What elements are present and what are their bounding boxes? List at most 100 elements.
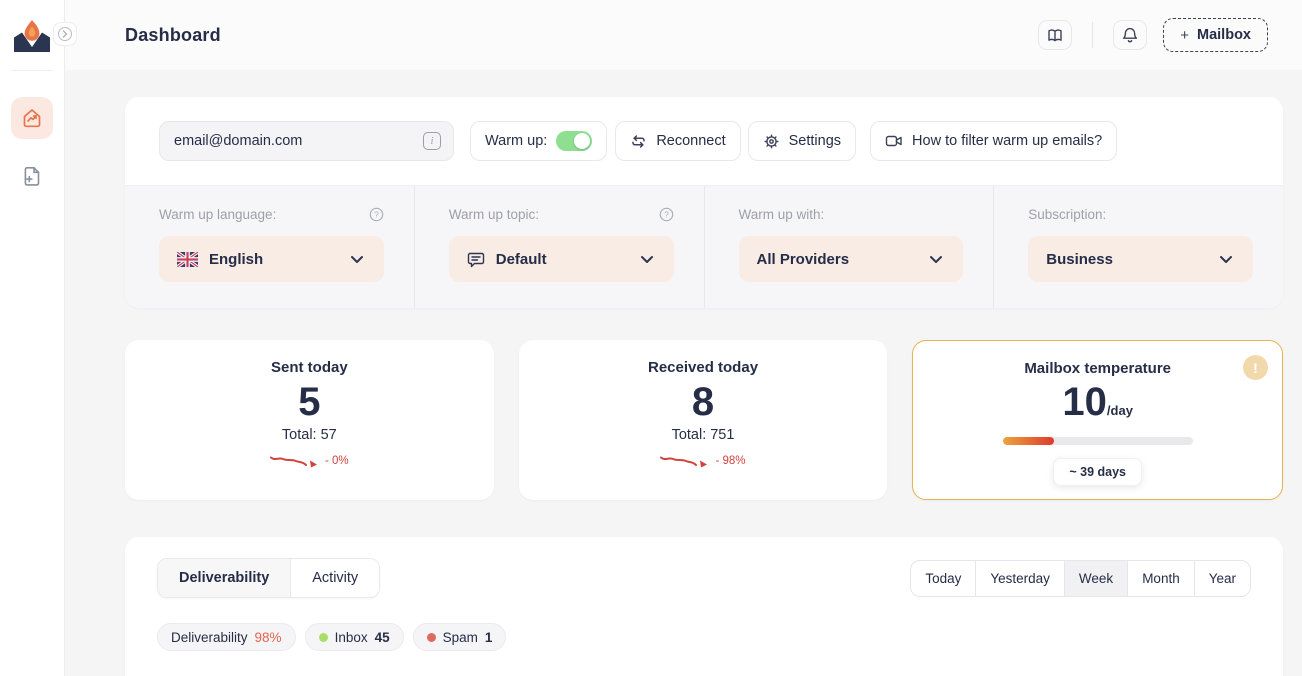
- range-week[interactable]: Week: [1063, 560, 1128, 596]
- temperature-progress-fill: [1002, 437, 1054, 445]
- warmup-topic-dropdown[interactable]: Default: [448, 236, 674, 282]
- warmup-with-label: Warm up with:: [738, 207, 825, 222]
- book-icon: [1046, 27, 1064, 44]
- inbox-badge[interactable]: Inbox 45: [304, 623, 404, 651]
- analytics-card: Deliverability Activity Today Yesterday …: [125, 537, 1283, 676]
- green-dot-icon: [318, 632, 328, 642]
- sidebar: [0, 0, 77, 676]
- email-field-wrap: i: [159, 121, 454, 161]
- warmup-language-value: English: [209, 250, 264, 268]
- gear-icon: [763, 133, 780, 150]
- warmup-toggle[interactable]: [556, 131, 593, 151]
- warning-icon[interactable]: !: [1243, 355, 1269, 380]
- received-today-value: 8: [691, 380, 715, 424]
- range-year[interactable]: Year: [1193, 560, 1250, 596]
- received-today-card: Received today 8 Total: 751 - 98%: [518, 340, 888, 500]
- range-month[interactable]: Month: [1127, 560, 1194, 596]
- sidebar-item-add-mailbox[interactable]: [11, 155, 53, 197]
- chevron-down-icon: [350, 255, 364, 264]
- sent-today-total: Total: 57: [281, 427, 337, 443]
- subscription-value: Business: [1046, 250, 1113, 268]
- chevron-right-icon: [58, 27, 72, 41]
- warmup-topic-label: Warm up topic:: [448, 207, 540, 222]
- deliverability-badge-value: 98%: [254, 629, 282, 645]
- warmup-topic-value: Default: [495, 250, 547, 268]
- temperature-title: Mailbox temperature: [1024, 360, 1172, 377]
- received-today-total: Total: 751: [671, 427, 735, 443]
- warmup-toggle-pill: Warm up:: [470, 121, 608, 161]
- home-trend-icon: [21, 107, 43, 129]
- down-sparkline-icon: [660, 452, 710, 469]
- file-plus-icon: [21, 165, 43, 187]
- chevron-down-icon: [640, 255, 654, 264]
- spam-badge-value: 1: [484, 629, 493, 645]
- reconnect-button[interactable]: Reconnect: [615, 121, 741, 161]
- sent-today-card: Sent today 5 Total: 57 - 0%: [125, 340, 494, 500]
- chevron-down-icon: [929, 255, 943, 264]
- chevron-down-icon: [1219, 255, 1233, 264]
- red-dot-icon: [426, 632, 436, 642]
- temperature-progress-bar: [1002, 437, 1193, 445]
- column-warmup-topic: Warm up topic: ?: [413, 186, 704, 308]
- warmup-flame-logo[interactable]: [11, 16, 53, 56]
- deliverability-badge[interactable]: Deliverability 98%: [157, 623, 296, 651]
- info-icon[interactable]: i: [423, 132, 441, 150]
- svg-text:?: ?: [664, 210, 669, 220]
- mailbox-temperature-card: ! Mailbox temperature 10 /day ~ 39 days: [912, 340, 1284, 500]
- deliverability-badge-label: Deliverability: [171, 629, 248, 645]
- date-range-group: Today Yesterday Week Month Year: [910, 559, 1251, 597]
- subscription-label: Subscription:: [1028, 207, 1107, 222]
- temperature-value: 10: [1062, 380, 1107, 424]
- help-icon[interactable]: ?: [369, 207, 384, 222]
- header-divider: [1092, 22, 1094, 48]
- spam-badge-label: Spam: [442, 629, 478, 645]
- temperature-days-badge: ~ 39 days: [1053, 458, 1142, 486]
- warmup-language-label: Warm up language:: [159, 207, 277, 222]
- down-sparkline-icon: [270, 452, 320, 469]
- settings-label: Settings: [788, 133, 842, 149]
- sidebar-divider: [10, 70, 54, 71]
- svg-text:?: ?: [374, 210, 379, 220]
- mailbox-settings-card: i Warm up:: [125, 97, 1283, 308]
- video-icon: [885, 133, 903, 149]
- email-field[interactable]: [174, 133, 423, 149]
- filter-help-label: How to filter warm up emails?: [912, 133, 1103, 149]
- docs-button[interactable]: [1038, 20, 1073, 50]
- spam-badge[interactable]: Spam 1: [412, 623, 507, 651]
- sent-today-value: 5: [298, 380, 321, 424]
- sidebar-item-dashboard[interactable]: [11, 97, 53, 139]
- top-header: Dashboard +: [65, 0, 1302, 70]
- uk-flag-icon: [177, 251, 198, 267]
- received-today-change: - 98%: [715, 454, 746, 467]
- analytics-tabs: Deliverability Activity: [157, 558, 381, 598]
- add-mailbox-button[interactable]: + Mailbox: [1163, 18, 1268, 52]
- chat-icon: [467, 251, 485, 268]
- warmup-with-value: All Providers: [756, 250, 850, 268]
- column-warmup-language: Warm up language: ?: [125, 186, 414, 308]
- warmup-label: Warm up:: [485, 133, 548, 149]
- inbox-badge-value: 45: [374, 629, 390, 645]
- tab-activity[interactable]: Activity: [291, 559, 380, 597]
- page-title: Dashboard: [125, 24, 221, 45]
- bell-icon: [1121, 26, 1139, 44]
- filter-help-button[interactable]: How to filter warm up emails?: [870, 121, 1118, 161]
- sent-today-change: - 0%: [325, 454, 349, 467]
- subscription-dropdown[interactable]: Business: [1028, 236, 1253, 282]
- column-subscription: Subscription: Business: [993, 186, 1283, 308]
- reconnect-label: Reconnect: [656, 133, 726, 149]
- range-yesterday[interactable]: Yesterday: [975, 560, 1064, 596]
- warmup-language-dropdown[interactable]: English: [159, 236, 384, 282]
- temperature-unit: /day: [1106, 403, 1133, 418]
- warmup-with-dropdown[interactable]: All Providers: [738, 236, 964, 282]
- warmup-settings-row: Warm up language: ?: [125, 185, 1283, 308]
- help-icon[interactable]: ?: [659, 207, 674, 222]
- column-warmup-with: Warm up with: All Providers: [703, 186, 994, 308]
- received-today-title: Received today: [647, 359, 759, 376]
- reconnect-icon: [630, 133, 647, 150]
- settings-button[interactable]: Settings: [747, 121, 857, 161]
- range-today[interactable]: Today: [925, 570, 962, 586]
- sent-today-title: Sent today: [270, 359, 348, 376]
- tab-deliverability[interactable]: Deliverability: [158, 559, 292, 597]
- notifications-button[interactable]: [1113, 20, 1148, 50]
- sidebar-collapse-button[interactable]: [53, 22, 77, 46]
